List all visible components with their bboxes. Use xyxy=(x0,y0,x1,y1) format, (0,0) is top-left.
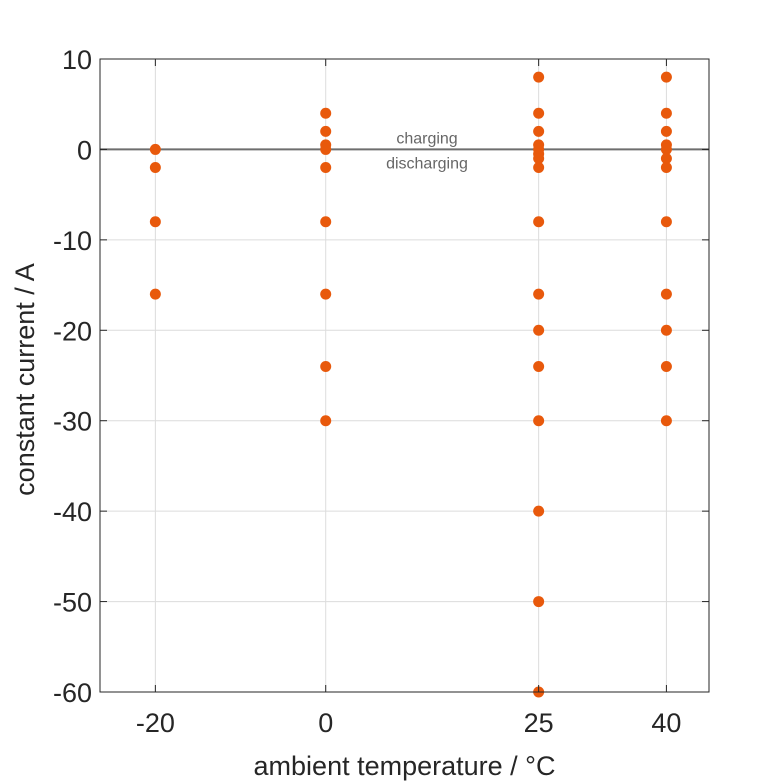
x-axis-label: ambient temperature / °C xyxy=(254,751,556,781)
data-point xyxy=(533,71,545,83)
data-point xyxy=(533,505,545,517)
data-point xyxy=(533,107,545,119)
y-tick-labels: 10 0 -10 -20 -30 -40 -50 -60 xyxy=(53,45,92,708)
x-tick-label: 0 xyxy=(318,708,333,738)
data-point xyxy=(533,324,545,336)
data-point xyxy=(320,143,332,155)
y-tick-label: 0 xyxy=(77,135,92,165)
y-tick-label: -10 xyxy=(53,226,92,256)
x-tick-label: 40 xyxy=(651,708,681,738)
data-points xyxy=(149,71,672,698)
data-point xyxy=(320,288,332,300)
data-point xyxy=(320,415,332,427)
data-point xyxy=(149,216,161,228)
x-tick-label: 25 xyxy=(524,708,554,738)
y-tick-label: -30 xyxy=(53,407,92,437)
data-point xyxy=(660,125,672,137)
plot-frame xyxy=(99,58,710,693)
data-point xyxy=(660,288,672,300)
data-point xyxy=(660,216,672,228)
data-point xyxy=(320,360,332,372)
y-tick-label: -20 xyxy=(53,316,92,346)
data-point xyxy=(660,415,672,427)
y-tick-label: -60 xyxy=(53,678,92,708)
data-point xyxy=(660,152,672,164)
y-tick-label: -50 xyxy=(53,588,92,618)
data-point xyxy=(533,152,545,164)
data-point xyxy=(660,360,672,372)
data-point xyxy=(149,288,161,300)
data-point xyxy=(533,415,545,427)
data-point xyxy=(533,360,545,372)
data-point xyxy=(320,107,332,119)
data-point xyxy=(533,162,545,174)
y-tick-label: -40 xyxy=(53,497,92,527)
annotation-discharging: discharging xyxy=(386,155,468,172)
grid xyxy=(100,58,709,693)
data-point xyxy=(660,324,672,336)
x-tick-label: -20 xyxy=(136,708,175,738)
data-point xyxy=(660,71,672,83)
data-point xyxy=(149,162,161,174)
data-point xyxy=(660,143,672,155)
x-tick-labels: -20 0 25 40 xyxy=(136,708,682,738)
data-point xyxy=(533,596,545,608)
data-point xyxy=(660,162,672,174)
data-point xyxy=(149,143,161,155)
data-point xyxy=(660,107,672,119)
data-point xyxy=(320,216,332,228)
axis-ticks xyxy=(100,58,709,693)
data-point xyxy=(533,216,545,228)
y-axis-label: constant current / A xyxy=(10,263,40,496)
y-tick-label: 10 xyxy=(62,45,92,75)
data-point xyxy=(533,125,545,137)
data-point xyxy=(533,288,545,300)
data-point xyxy=(320,162,332,174)
annotation-charging: charging xyxy=(396,130,457,147)
data-point xyxy=(320,125,332,137)
